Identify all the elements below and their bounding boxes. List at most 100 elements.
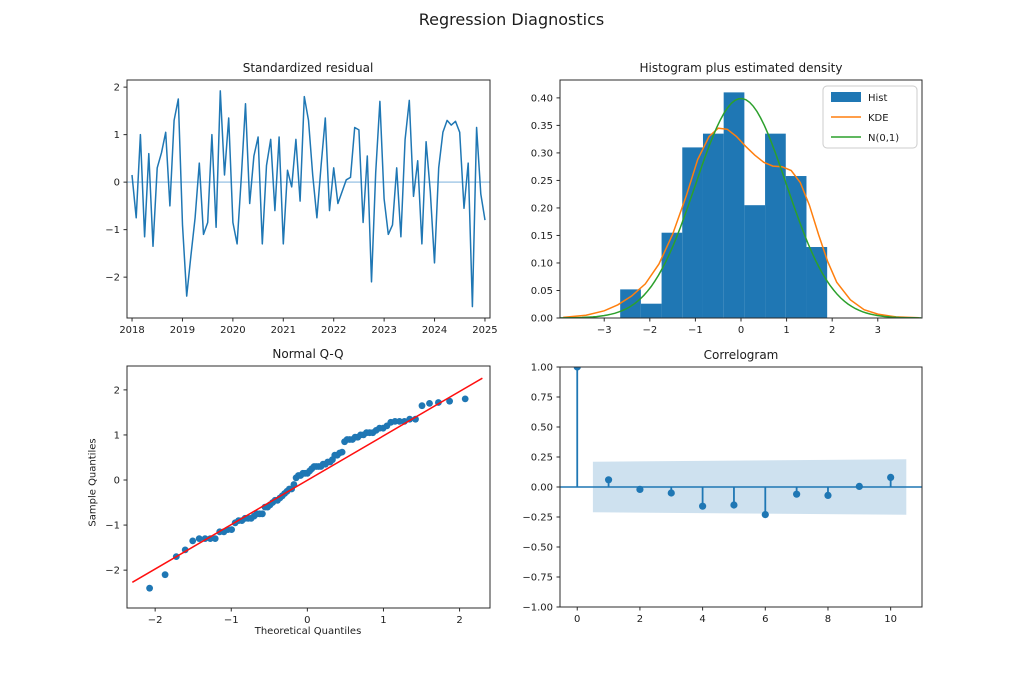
qq-point <box>396 418 403 425</box>
qq-point <box>206 535 214 542</box>
hist-x-tick-label: 0 <box>738 325 744 336</box>
qq-axes-box <box>126 365 491 609</box>
legend-label: N(0,1) <box>868 133 899 144</box>
acf-marker <box>636 485 644 493</box>
hist-x-tick-label: −2 <box>642 325 657 336</box>
qq-reference-line <box>131 377 483 583</box>
acf-marker <box>855 482 863 490</box>
residual-series-line <box>131 90 486 308</box>
acf-y-tick-label: 0.50 <box>531 423 553 434</box>
hist-y-tick-label: 0.40 <box>531 93 553 104</box>
hist-bar <box>661 232 683 318</box>
hist-bar <box>785 176 807 318</box>
acf-marker <box>573 367 581 371</box>
res-x-tick-label: 2022 <box>321 325 346 336</box>
res-y-tick-label: −2 <box>105 273 120 284</box>
hist-x-tick-label: −3 <box>597 325 612 336</box>
hist-bar <box>744 205 766 318</box>
qq-xaxis-label: Theoretical Quantiles <box>254 626 362 637</box>
qq-point <box>489 392 490 395</box>
hist-x-tick-label: −1 <box>688 325 703 336</box>
hist-y-tick-label: 0.15 <box>531 231 553 242</box>
res-x-tick-label: 2018 <box>119 325 144 336</box>
acf-y-tick-label: −0.25 <box>522 513 553 524</box>
acf-marker <box>699 502 707 510</box>
qq-x-tick-label: −1 <box>224 615 239 626</box>
hist-y-tick-label: 0.35 <box>531 121 553 132</box>
res-y-tick-label: 1 <box>114 130 120 141</box>
legend-swatch-hist <box>831 92 861 102</box>
hist-bar <box>620 289 641 318</box>
qq-point <box>228 526 236 533</box>
hist-bar <box>806 247 828 318</box>
acf-y-tick-label: −0.75 <box>522 573 553 584</box>
res-x-tick-label: 2021 <box>271 325 296 336</box>
acf-y-tick-label: 0.25 <box>531 453 553 464</box>
res-x-tick-label: 2023 <box>371 325 396 336</box>
hist-bar <box>640 303 662 318</box>
acf-marker <box>761 510 769 519</box>
res-x-tick-label: 2025 <box>472 325 497 336</box>
acf-marker <box>793 490 801 498</box>
qq-y-tick-label: −2 <box>105 566 120 577</box>
acf-y-tick-label: 1.00 <box>531 363 553 374</box>
qq-y-tick-label: −1 <box>105 521 120 532</box>
hist-bar <box>765 133 786 318</box>
res-x-tick-label: 2020 <box>220 325 245 336</box>
hist-x-tick-label: 3 <box>875 325 881 336</box>
hist-x-tick-label: 2 <box>829 325 835 336</box>
qq-point <box>446 397 453 405</box>
res-x-tick-label: 2019 <box>170 325 195 336</box>
res-axes-box <box>126 79 491 319</box>
hist-x-tick-label: 1 <box>783 325 789 336</box>
acf-x-tick-label: 0 <box>574 614 580 625</box>
qq-point <box>338 448 346 456</box>
qq-x-tick-label: 0 <box>304 615 310 626</box>
qq-point <box>118 595 125 602</box>
acf-x-tick-label: 2 <box>637 614 643 625</box>
qq-point <box>259 510 266 518</box>
legend-label: Hist <box>868 93 888 104</box>
qq-plot-area <box>118 377 490 602</box>
histogram-plot-title: Histogram plus estimated density <box>639 61 843 75</box>
acf-marker <box>730 501 738 509</box>
qq-y-tick-label: 0 <box>114 476 120 487</box>
hist-bar <box>702 133 724 318</box>
qq-y-tick-label: 1 <box>114 430 120 441</box>
qq-point <box>426 400 433 407</box>
hist-y-tick-label: 0.05 <box>531 286 553 297</box>
qq-x-tick-label: 1 <box>380 615 386 626</box>
normal-curve <box>560 97 922 318</box>
hist-bar <box>723 92 745 318</box>
acf-plot-area <box>560 367 922 519</box>
qq-plot-title: Normal Q-Q <box>272 347 344 361</box>
acf-x-tick-label: 8 <box>825 614 831 625</box>
acf-x-tick-label: 6 <box>762 614 768 625</box>
hist-plot-area <box>560 92 922 318</box>
qq-x-tick-label: −2 <box>148 615 163 626</box>
legend-label: KDE <box>868 113 889 124</box>
res-plot-area <box>127 90 490 308</box>
res-y-tick-label: 0 <box>114 178 120 189</box>
hist-y-tick-label: 0.00 <box>531 314 553 325</box>
hist-y-tick-label: 0.20 <box>531 203 553 214</box>
qq-point <box>418 402 426 410</box>
acf-y-tick-label: −0.50 <box>522 543 553 554</box>
res-y-tick-label: −1 <box>105 225 120 236</box>
kde-curve <box>563 127 919 318</box>
acf-marker <box>667 489 675 497</box>
qq-point <box>161 571 169 579</box>
acf-marker <box>604 476 613 484</box>
qq-point <box>189 537 197 545</box>
acf-marker <box>824 491 832 499</box>
correlogram-plot-title: Correlogram <box>703 348 779 362</box>
acf-marker <box>887 473 895 481</box>
qq-point <box>195 535 203 542</box>
hist-y-tick-label: 0.30 <box>531 148 553 159</box>
acf-y-tick-label: −1.00 <box>522 603 553 614</box>
residuals-plot-title: Standardized residual <box>242 61 374 75</box>
acf-x-tick-label: 4 <box>699 614 705 625</box>
hist-y-tick-label: 0.25 <box>531 176 553 187</box>
